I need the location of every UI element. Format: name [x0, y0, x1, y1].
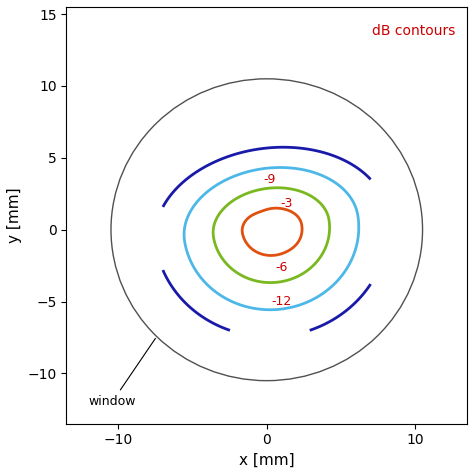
Text: -9: -9: [264, 173, 276, 186]
X-axis label: x [mm]: x [mm]: [239, 453, 294, 468]
Y-axis label: y [mm]: y [mm]: [7, 188, 22, 243]
Text: dB contours: dB contours: [372, 24, 455, 38]
Text: -12: -12: [271, 295, 292, 308]
Text: -6: -6: [276, 261, 288, 274]
Text: window: window: [89, 338, 155, 408]
Text: -3: -3: [280, 197, 292, 210]
